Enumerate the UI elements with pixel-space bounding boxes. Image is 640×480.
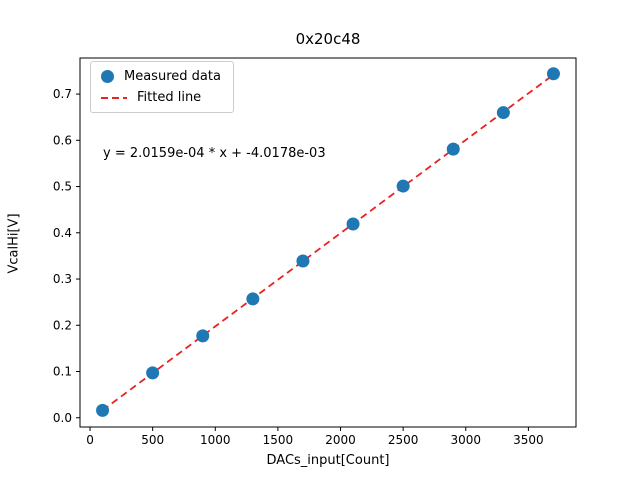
x-tick-label: 2000: [325, 433, 356, 447]
legend-label-fitted-line: Fitted line: [137, 90, 202, 105]
fitted-line-marker-icon: [101, 96, 127, 99]
data-point: [546, 67, 560, 81]
data-point: [196, 329, 210, 343]
data-point: [346, 217, 360, 231]
y-tick-label: 0.2: [53, 318, 72, 332]
y-tick-label: 0.3: [53, 272, 72, 286]
data-point: [496, 106, 510, 120]
y-tick-label: 0.0: [53, 411, 72, 425]
x-tick-label: 500: [141, 433, 164, 447]
legend-item-measured-data: Measured data: [101, 69, 221, 84]
legend-item-fitted-line: Fitted line: [101, 90, 221, 105]
y-tick-label: 0.1: [53, 365, 72, 379]
measured-data-marker-icon: [101, 70, 114, 83]
y-tick-label: 0.7: [53, 87, 72, 101]
y-tick-label: 0.5: [53, 180, 72, 194]
x-axis-label: DACs_input[Count]: [266, 453, 390, 468]
x-tick-label: 0: [86, 433, 94, 447]
data-point: [246, 292, 260, 306]
x-tick-label: 3500: [513, 433, 544, 447]
x-tick-label: 3000: [451, 433, 482, 447]
data-point: [146, 366, 160, 380]
legend-label-measured-data: Measured data: [124, 69, 221, 84]
data-point: [446, 142, 460, 156]
data-point: [396, 179, 410, 193]
x-tick-label: 2500: [388, 433, 419, 447]
y-tick-label: 0.6: [53, 133, 72, 147]
fit-equation-annotation: y = 2.0159e-04 * x + -4.0178e-03: [103, 146, 326, 161]
y-tick-label: 0.4: [53, 226, 72, 240]
x-tick-label: 1000: [200, 433, 231, 447]
y-axis-label: VcalHi[V]: [6, 213, 22, 274]
axes-frame: [79, 57, 577, 428]
data-point: [296, 254, 310, 268]
data-point: [96, 403, 110, 417]
chart-title: 0x20c48: [295, 30, 361, 48]
x-tick-label: 1500: [263, 433, 294, 447]
fitted-line: [102, 73, 554, 412]
legend: Measured data Fitted line: [90, 61, 234, 113]
